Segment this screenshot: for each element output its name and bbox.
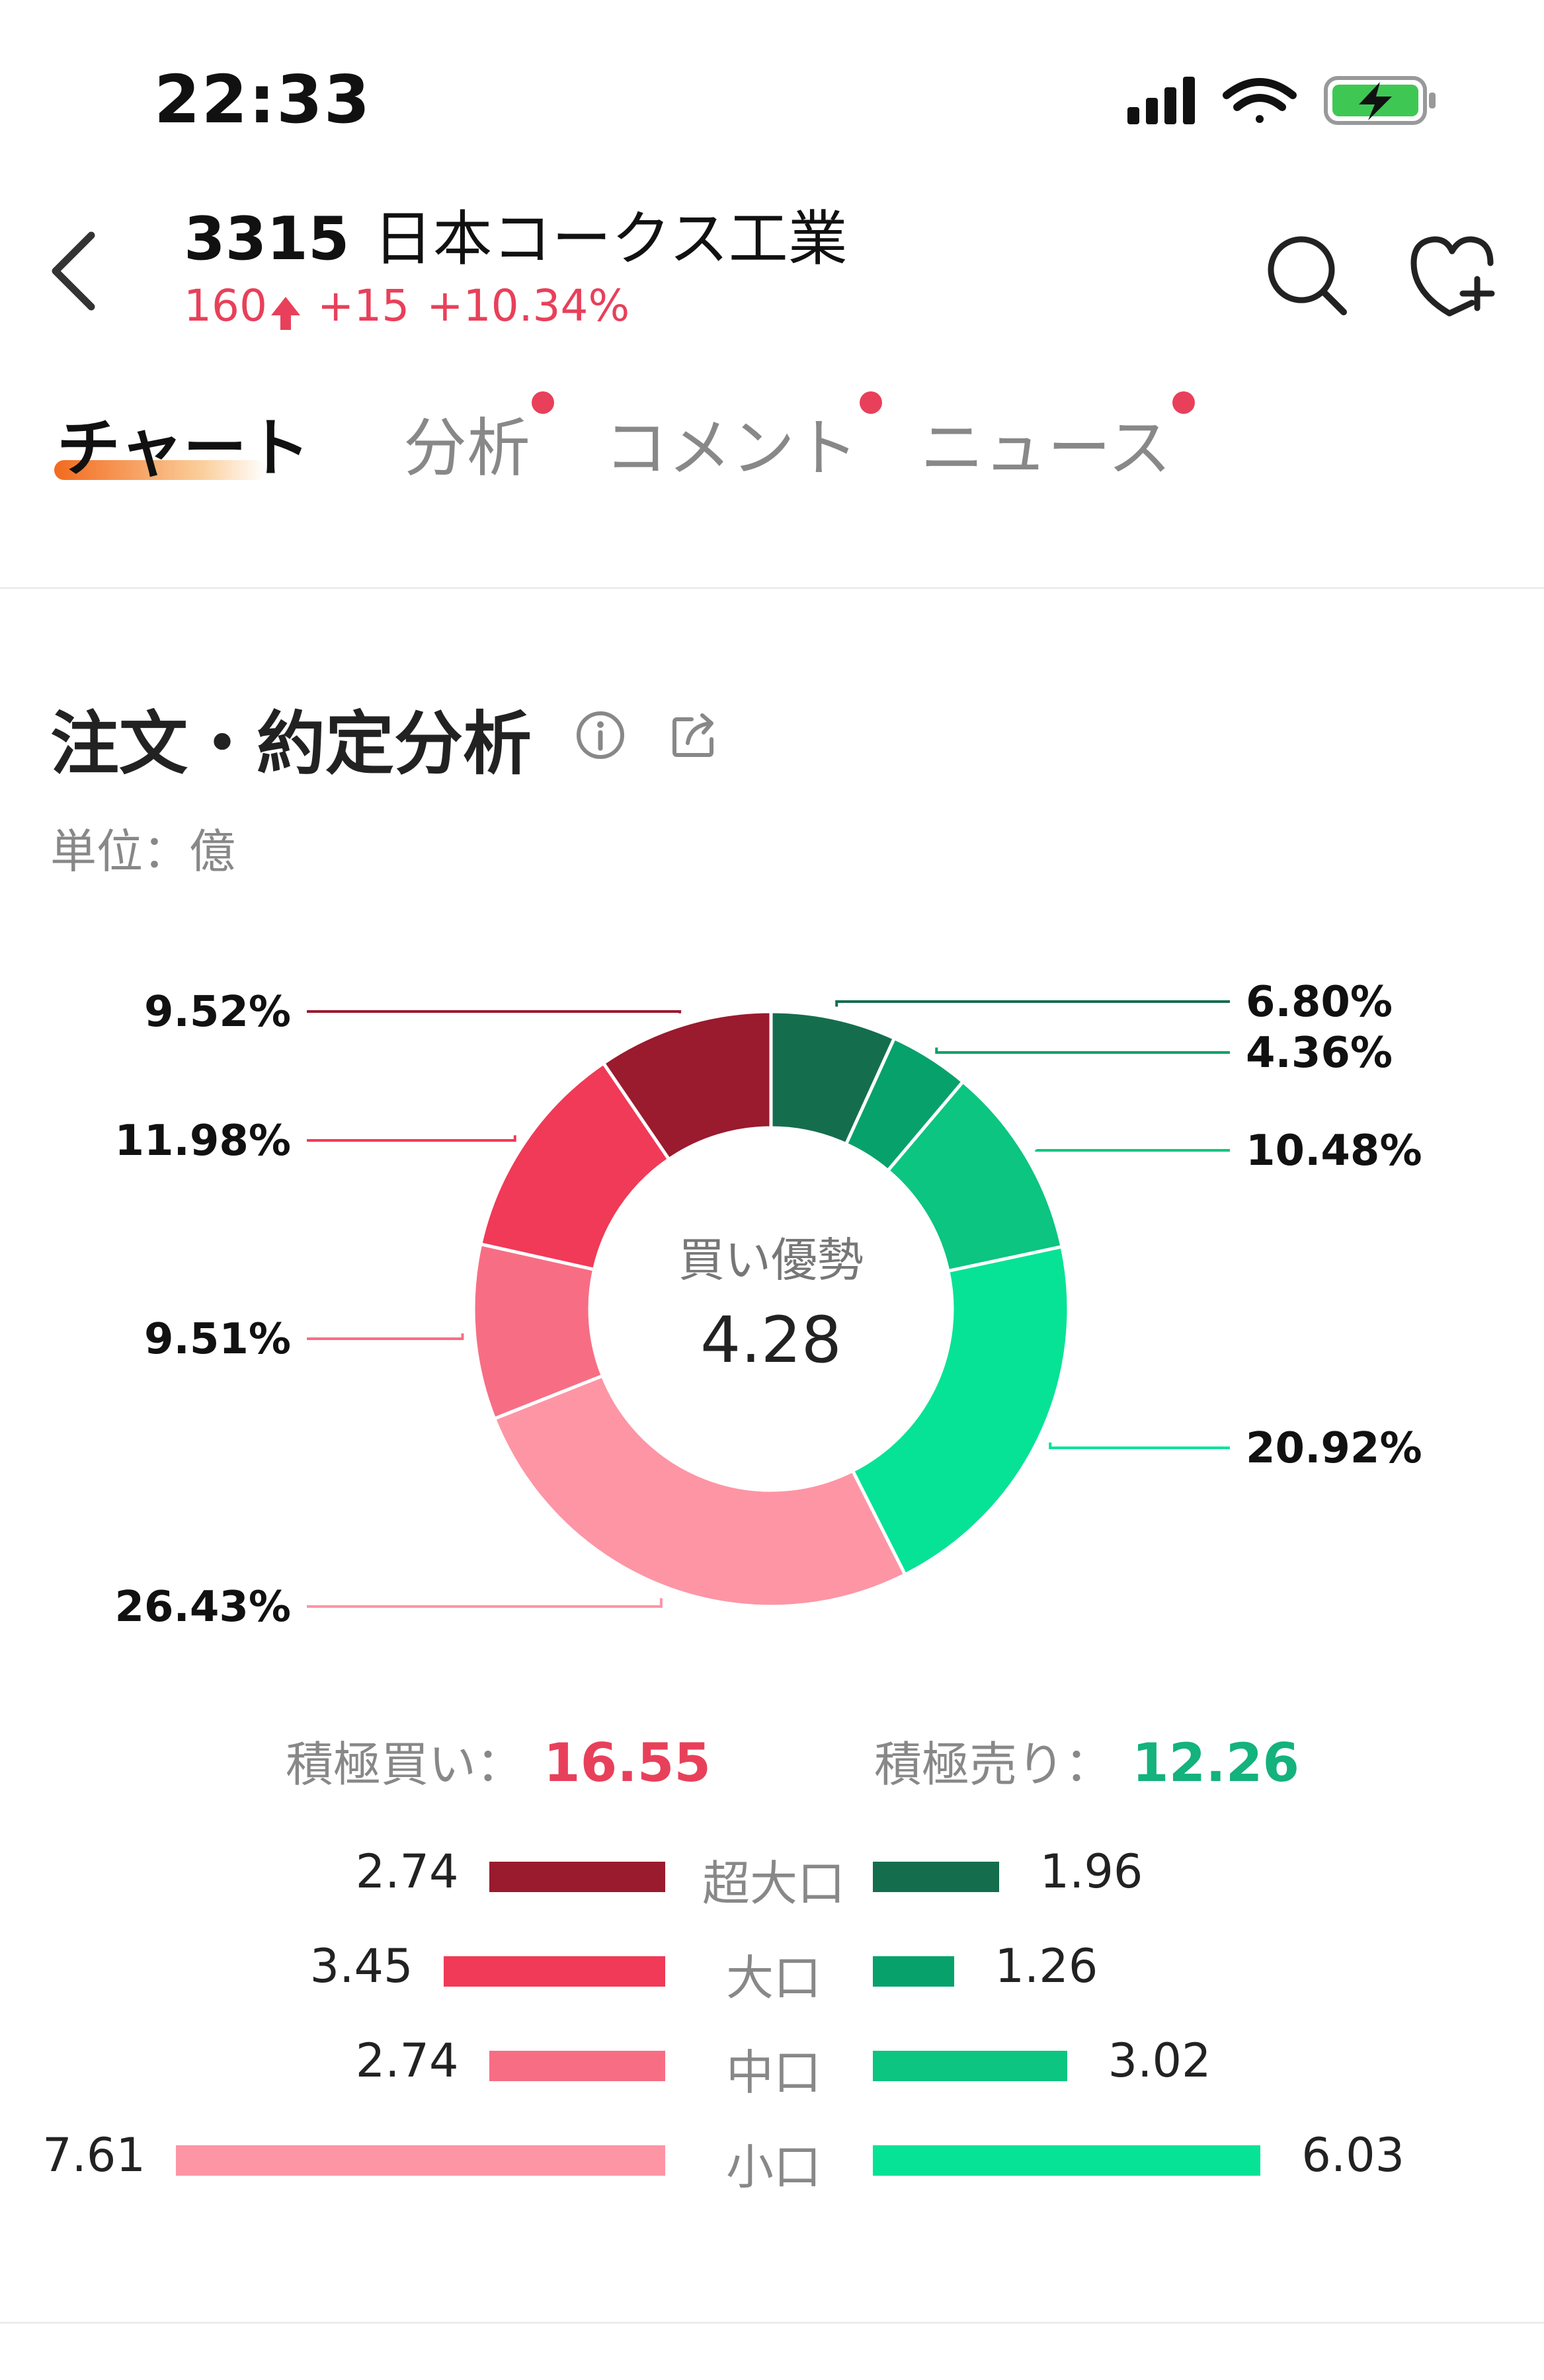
search-icon[interactable] <box>1263 231 1349 317</box>
buy-value: 7.61 <box>42 2128 145 2182</box>
status-time: 22:33 <box>154 61 372 138</box>
leader-line-7 <box>307 1135 516 1142</box>
stock-title: 3315 日本コークス工業 <box>184 190 848 276</box>
tab-analysis-label: 分析 <box>403 411 530 485</box>
sell-value: 1.96 <box>1039 1844 1143 1899</box>
info-icon[interactable] <box>574 709 627 762</box>
slice-pct-label-1: 6.80% <box>1246 978 1393 1027</box>
total-sell: 積極売り： 12.26 <box>874 1726 1299 1795</box>
leader-line-8 <box>307 1010 682 1013</box>
buy-bar <box>443 1956 665 1987</box>
total-sell-value: 12.26 <box>1132 1732 1300 1794</box>
leader-line-2 <box>935 1047 1230 1054</box>
leader-line-4 <box>1049 1442 1230 1449</box>
slice-pct-label-4: 20.92% <box>1246 1424 1422 1473</box>
slice-pct-label-7: 11.98% <box>114 1117 291 1166</box>
buy-value: 3.45 <box>309 1939 413 1993</box>
tab-chart[interactable]: チャート <box>57 397 310 489</box>
tab-comments-label: コメント <box>604 411 858 485</box>
notification-dot <box>860 391 882 414</box>
leader-line-5 <box>307 1598 663 1608</box>
battery-charging-icon <box>1324 76 1436 125</box>
donut-slice-5 <box>492 1373 908 1608</box>
leader-line-1 <box>835 1000 1230 1007</box>
stock-price: 160 <box>184 280 267 331</box>
sell-bar <box>873 1862 999 1892</box>
donut-slice-8 <box>601 1010 773 1162</box>
total-sell-label: 積極売り： <box>874 1737 1113 1792</box>
price-change: +15 <box>317 280 410 331</box>
flow-row: 2.74 超大口 1.96 <box>0 1838 1544 1911</box>
tab-comments[interactable]: コメント <box>604 391 882 489</box>
donut-slice-4 <box>850 1244 1071 1577</box>
buy-bar <box>176 2145 665 2176</box>
slice-pct-label-2: 4.36% <box>1246 1029 1393 1078</box>
flow-row: 7.61 小口 6.03 <box>0 2122 1544 2195</box>
wifi-icon <box>1223 78 1297 123</box>
flow-category-label: 超大口 <box>702 1856 845 1911</box>
flow-row: 2.74 中口 3.02 <box>0 2027 1544 2100</box>
notification-dot <box>1172 391 1196 414</box>
flow-category-label: 大口 <box>725 1950 821 2006</box>
buy-value: 2.74 <box>355 2034 459 2088</box>
order-flow-donut-chart: 6.80%4.36% 10.48% 20.92% 26.43% 9.51% 11.98% 9… <box>114 978 1422 1632</box>
tab-news[interactable]: ニュース <box>920 391 1196 489</box>
total-buy-value: 16.55 <box>544 1732 711 1794</box>
stock-code: 3315 <box>184 204 350 274</box>
flow-row: 3.45 大口 1.26 <box>0 1932 1544 2006</box>
chart-center-title: 買い優勢 <box>678 1233 864 1287</box>
share-icon[interactable] <box>668 709 721 762</box>
divider <box>0 2322 1544 2324</box>
section-title: 注文・約定分析 <box>50 703 532 784</box>
donut-slice-7 <box>478 1060 672 1272</box>
tab-chart-label: チャート <box>57 411 311 485</box>
flow-comparison-bars: 2.74 超大口 1.96 3.45 大口 1.26 2.74 中口 3.02 7.61 小口 6.0… <box>0 1838 1544 2274</box>
slice-pct-label-8: 9.52% <box>144 988 291 1037</box>
sell-bar <box>873 1956 954 1987</box>
buy-value: 2.74 <box>355 1844 459 1899</box>
price-change-pct: +10.34% <box>427 280 630 331</box>
leader-line-6 <box>307 1333 464 1340</box>
unit-label: 単位：億 <box>50 824 235 879</box>
arrow-up-icon <box>270 297 300 330</box>
sell-value: 3.02 <box>1108 2034 1211 2088</box>
sell-bar <box>873 2145 1261 2176</box>
status-icons <box>1127 76 1436 125</box>
tab-news-label: ニュース <box>920 411 1172 485</box>
stock-price-line: 160 +15 +10.34% <box>184 280 647 331</box>
slice-pct-label-5: 26.43% <box>114 1583 291 1632</box>
buy-bar <box>489 2051 665 2081</box>
slice-pct-label-6: 9.51% <box>144 1315 291 1364</box>
sell-bar <box>873 2051 1067 2081</box>
sell-value: 1.26 <box>995 1939 1098 1993</box>
chart-center-value: 4.28 <box>700 1303 842 1377</box>
active-tab-indicator <box>54 460 266 480</box>
slice-pct-label-3: 10.48% <box>1246 1127 1422 1175</box>
flow-category-label: 小口 <box>725 2139 821 2195</box>
signal-icon <box>1127 77 1195 124</box>
total-buy-label: 積極買い： <box>286 1737 524 1792</box>
total-buy: 積極買い： 16.55 <box>286 1726 711 1795</box>
divider <box>0 587 1544 589</box>
back-chevron-icon[interactable] <box>40 225 112 317</box>
add-favorite-heart-icon[interactable] <box>1408 231 1501 317</box>
sell-value: 6.03 <box>1301 2128 1405 2182</box>
stock-name: 日本コークス工業 <box>373 204 848 274</box>
notification-dot <box>532 391 554 414</box>
tab-analysis[interactable]: 分析 <box>403 391 554 489</box>
flow-category-label: 中口 <box>725 2045 821 2100</box>
buy-bar <box>489 1862 665 1892</box>
